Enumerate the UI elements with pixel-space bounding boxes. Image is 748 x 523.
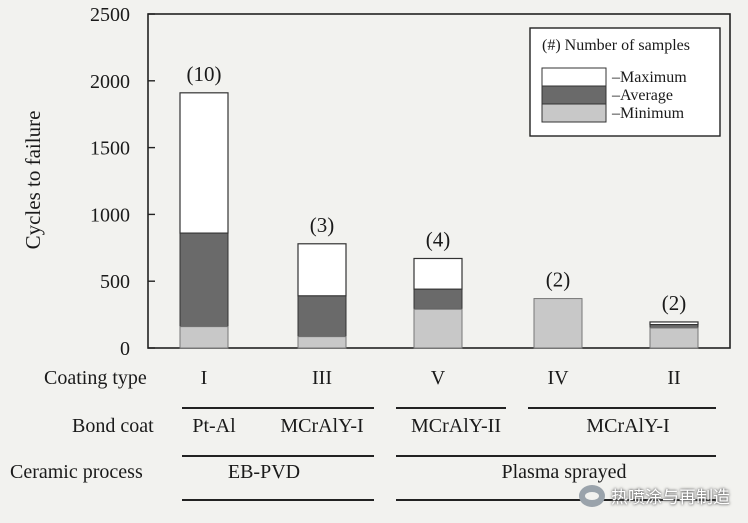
ceramic-process-cell: EB-PVD bbox=[228, 461, 300, 483]
legend-item-label: –Maximum bbox=[611, 69, 687, 86]
coating-type-cell: III bbox=[312, 367, 332, 389]
bar-segment-minimum bbox=[533, 298, 583, 349]
sample-count-label: (2) bbox=[546, 268, 571, 292]
bar-segment-minimum bbox=[413, 308, 463, 349]
watermark-text: 热喷涂与再制造 bbox=[611, 488, 730, 508]
watermark: 热喷涂与再制造 bbox=[579, 483, 730, 508]
legend-item-label: –Average bbox=[611, 87, 673, 104]
coating-type-cell: V bbox=[431, 367, 446, 389]
sample-count-label: (4) bbox=[426, 227, 451, 251]
legend-swatch bbox=[541, 103, 607, 123]
bar-segment-minimum bbox=[649, 327, 699, 349]
wechat-icon bbox=[579, 484, 605, 507]
bar-segment-maximum bbox=[297, 243, 347, 297]
y-tick-label: 0 bbox=[120, 338, 130, 360]
legend-swatch bbox=[541, 67, 607, 87]
bond-coat-cell: MCrAlY-II bbox=[411, 415, 501, 437]
bar-segment-average bbox=[179, 232, 229, 328]
coating-type-cell: IV bbox=[547, 367, 569, 389]
coating-type-cell: I bbox=[201, 367, 208, 389]
y-axis-label: Cycles to failure bbox=[21, 111, 45, 250]
bar-segment-maximum bbox=[179, 92, 229, 234]
y-tick-label: 500 bbox=[100, 271, 130, 293]
legend-title: (#) Number of samples bbox=[542, 37, 690, 54]
bar-segment-minimum bbox=[179, 326, 229, 349]
y-tick-label: 2500 bbox=[90, 4, 130, 26]
bar-segment-average bbox=[413, 288, 463, 310]
legend-item-label: –Minimum bbox=[611, 105, 685, 122]
bar-segment-average bbox=[297, 295, 347, 338]
coating-type-cell: II bbox=[667, 367, 680, 389]
ceramic-process-cell: Plasma sprayed bbox=[502, 461, 627, 483]
bar-segment-average bbox=[649, 324, 699, 329]
table-row-label: Bond coat bbox=[72, 415, 154, 437]
bar-segment-maximum bbox=[413, 257, 463, 290]
bond-coat-cell: MCrAlY-I bbox=[280, 415, 363, 437]
sample-count-label: (2) bbox=[662, 291, 687, 315]
bond-coat-cell: Pt-Al bbox=[192, 415, 236, 437]
bar-segment-minimum bbox=[297, 336, 347, 349]
table-row-label: Ceramic process bbox=[10, 461, 143, 483]
bond-coat-cell: MCrAlY-I bbox=[586, 415, 669, 437]
y-tick-label: 2000 bbox=[90, 71, 130, 93]
y-tick-label: 1000 bbox=[90, 204, 130, 226]
y-tick-label: 1500 bbox=[90, 138, 130, 160]
table-row-label: Coating type bbox=[44, 367, 147, 389]
sample-count-label: (10) bbox=[187, 62, 222, 86]
legend-swatch bbox=[541, 85, 607, 105]
sample-count-label: (3) bbox=[310, 213, 335, 237]
